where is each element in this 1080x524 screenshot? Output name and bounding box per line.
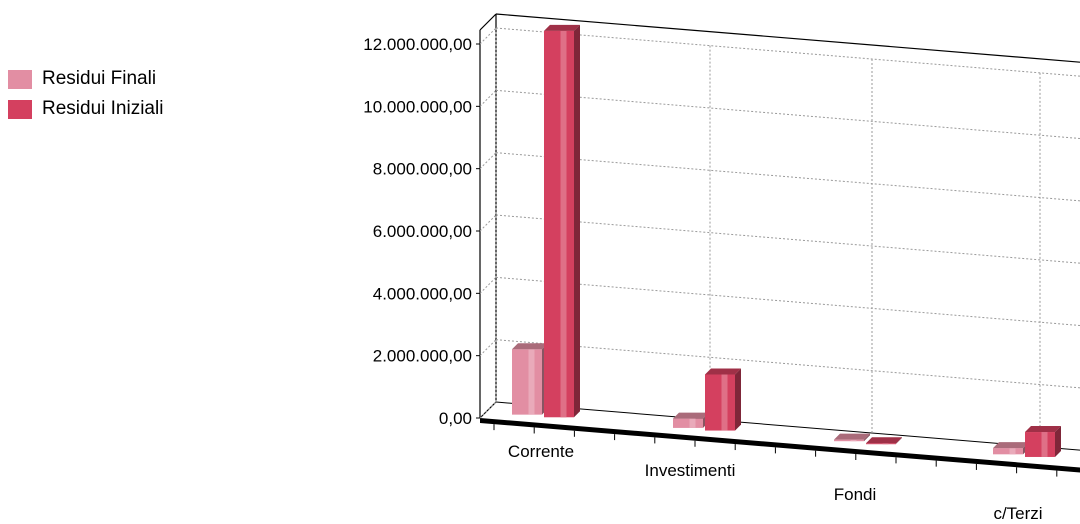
bar-highlight: [882, 443, 889, 445]
bar-highlight: [850, 439, 857, 442]
bar-top: [866, 437, 902, 444]
top-back-edge: [495, 13, 1080, 63]
x-axis: Corrente Investimenti Fondi c/Terzi: [493, 424, 1058, 523]
bar-highlight: [721, 374, 728, 431]
bar-front: [673, 418, 703, 428]
grid-line-side: [479, 152, 497, 170]
y-tick-label: 8.000.000,00: [373, 160, 472, 179]
bar-front: [866, 443, 896, 445]
x-tick-label-fondi: Fondi: [834, 485, 877, 504]
grid-line-side: [479, 214, 497, 232]
y-tick-label: 10.000.000,00: [363, 97, 472, 116]
y-tick-label: 4.000.000,00: [373, 284, 472, 303]
plot-frame: [479, 13, 1080, 473]
grid-line-horizontal: [495, 214, 1080, 264]
bar-front: [1025, 432, 1055, 457]
grid-line-horizontal: [495, 152, 1080, 202]
grid-line-horizontal: [495, 339, 1080, 389]
bar-top: [673, 412, 709, 419]
bar-residui-iniziali-corrente: [544, 24, 580, 418]
bar-top: [993, 442, 1029, 449]
bar-side: [735, 368, 741, 431]
grid-line-side: [479, 276, 497, 294]
bar-residui-iniziali-c-terzi: [1025, 426, 1061, 457]
bar-front: [993, 448, 1023, 455]
bar-highlight: [1009, 448, 1016, 455]
bar-top: [544, 24, 580, 31]
bars: [512, 24, 1061, 457]
bar-highlight: [528, 349, 535, 415]
bar-top: [512, 343, 548, 350]
grid-line-side: [479, 27, 497, 45]
top-left-edge: [479, 13, 497, 31]
grid-line-horizontal: [495, 276, 1080, 327]
bar-front: [544, 30, 574, 418]
y-tick-label: 0,00: [439, 409, 472, 428]
bar-top: [834, 433, 870, 440]
y-tick-label: 2.000.000,00: [373, 347, 472, 366]
legend-label-residui-iniziali: Residui Iniziali: [42, 98, 164, 119]
x-tick-label-c-terzi: c/Terzi: [993, 504, 1042, 523]
legend-swatch-residui-iniziali: [8, 99, 32, 119]
grid-line-horizontal: [495, 27, 1080, 77]
y-axis: 0,00 2.000.000,00 4.000.000,00 6.000.000,00…: [363, 35, 480, 428]
bar-residui-finali-fondi: [834, 433, 870, 442]
bar-top: [1025, 426, 1061, 433]
bar-residui-finali-c-terzi: [993, 442, 1029, 455]
grid-line-horizontal: [495, 89, 1080, 140]
bar-top: [705, 368, 741, 375]
x-tick-label-investimenti: Investimenti: [645, 461, 736, 480]
bar-residui-iniziali-investimenti: [705, 368, 741, 431]
bar-residui-iniziali-fondi: [866, 437, 902, 445]
bar-front: [512, 349, 542, 415]
bar-highlight: [1041, 432, 1048, 457]
bar-side: [1055, 426, 1061, 457]
y-tick-label: 12.000.000,00: [363, 35, 472, 54]
floor-back-edge: [495, 401, 1080, 451]
bar-residui-finali-corrente: [512, 343, 548, 415]
legend-swatch-residui-finali: [8, 69, 32, 89]
bar-side: [574, 24, 580, 418]
bar-side: [864, 433, 870, 442]
x-axis-floor: [480, 418, 1080, 473]
y-tick-label: 6.000.000,00: [373, 222, 472, 241]
legend-item-residui-iniziali: Residui Iniziali: [8, 94, 163, 124]
legend-label-residui-finali: Residui Finali: [42, 68, 157, 89]
bar-highlight: [560, 30, 567, 418]
bar-highlight: [689, 418, 696, 428]
bar-front: [834, 439, 864, 442]
bar-residui-finali-investimenti: [673, 412, 709, 428]
bar-front: [705, 374, 735, 431]
floor-left-edge: [479, 401, 497, 419]
bar-side: [896, 437, 902, 444]
grid-line-side: [479, 89, 497, 107]
legend-item-residui-finali: Residui Finali: [8, 64, 163, 94]
x-tick-label-corrente: Corrente: [508, 442, 574, 461]
legend: Residui Finali Residui Iniziali: [8, 64, 163, 124]
grid-line-side: [479, 339, 497, 357]
grid-lines: [479, 27, 1080, 447]
